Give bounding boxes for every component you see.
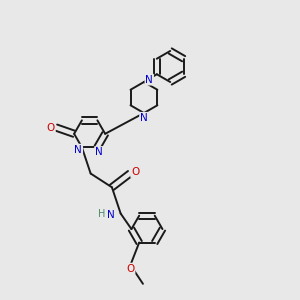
Text: N: N <box>74 145 82 154</box>
Text: H: H <box>98 209 106 220</box>
Text: N: N <box>146 75 153 85</box>
Text: O: O <box>126 264 135 274</box>
Text: N: N <box>140 113 148 123</box>
Text: N: N <box>95 147 103 157</box>
Text: N: N <box>107 210 115 220</box>
Text: O: O <box>47 122 55 133</box>
Text: O: O <box>131 167 140 177</box>
